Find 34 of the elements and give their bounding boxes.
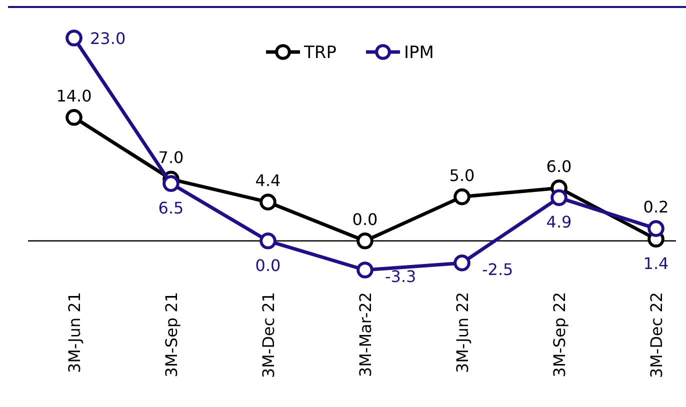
point: [66, 108, 82, 126]
point: [454, 188, 470, 206]
data-label: -3.3: [385, 267, 416, 286]
data-label: 6.5: [158, 198, 184, 218]
data-label: 0.2: [643, 198, 669, 217]
data-label: 0.0: [255, 256, 281, 275]
x-tick-label: 3M-Sep 22: [550, 292, 569, 378]
point: [550, 189, 568, 206]
x-tick-label: 3M-Jun 21: [65, 292, 84, 374]
point: [260, 194, 276, 210]
data-label: 1.4: [643, 254, 669, 274]
x-tick-label: 3M-Mar-22: [356, 292, 375, 378]
data-label: 23.0: [90, 29, 126, 48]
data-label: 4.4: [255, 171, 281, 190]
point: [260, 232, 276, 250]
data-label: 0.0: [352, 210, 378, 229]
data-label: 14.0: [56, 86, 92, 106]
legend-label: IPM: [404, 43, 434, 63]
data-label: -2.5: [482, 260, 514, 279]
x-tick-label: 3M-Jun 22: [453, 292, 472, 374]
data-label: 4.9: [546, 212, 572, 232]
point: [648, 220, 664, 237]
data-label: 5.0: [449, 166, 475, 185]
point: [356, 232, 374, 250]
point: [356, 262, 374, 278]
data-label: 7.0: [158, 148, 184, 168]
point: [66, 30, 82, 46]
legend-label: TRP: [303, 43, 336, 63]
x-tick-label: 3M-Sep 21: [162, 292, 181, 378]
x-tick-label: 3M-Dec 21: [259, 292, 278, 378]
point: [162, 175, 180, 192]
data-label: 6.0: [546, 156, 572, 176]
x-tick-label: 3M-Dec 22: [647, 292, 666, 378]
point: [454, 254, 470, 272]
